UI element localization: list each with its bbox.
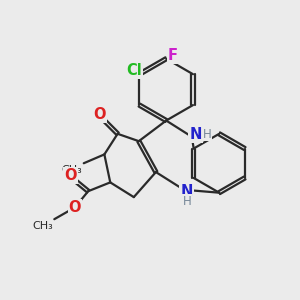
Text: CH₃: CH₃	[32, 221, 53, 231]
Text: Cl: Cl	[126, 63, 142, 78]
Text: F: F	[168, 48, 178, 63]
Text: N: N	[189, 127, 202, 142]
Text: O: O	[69, 200, 81, 215]
Text: N: N	[181, 184, 193, 199]
Text: CH₃: CH₃	[61, 165, 82, 175]
Text: H: H	[203, 128, 212, 141]
Text: O: O	[94, 107, 106, 122]
Text: H: H	[182, 195, 191, 208]
Text: O: O	[64, 168, 77, 183]
